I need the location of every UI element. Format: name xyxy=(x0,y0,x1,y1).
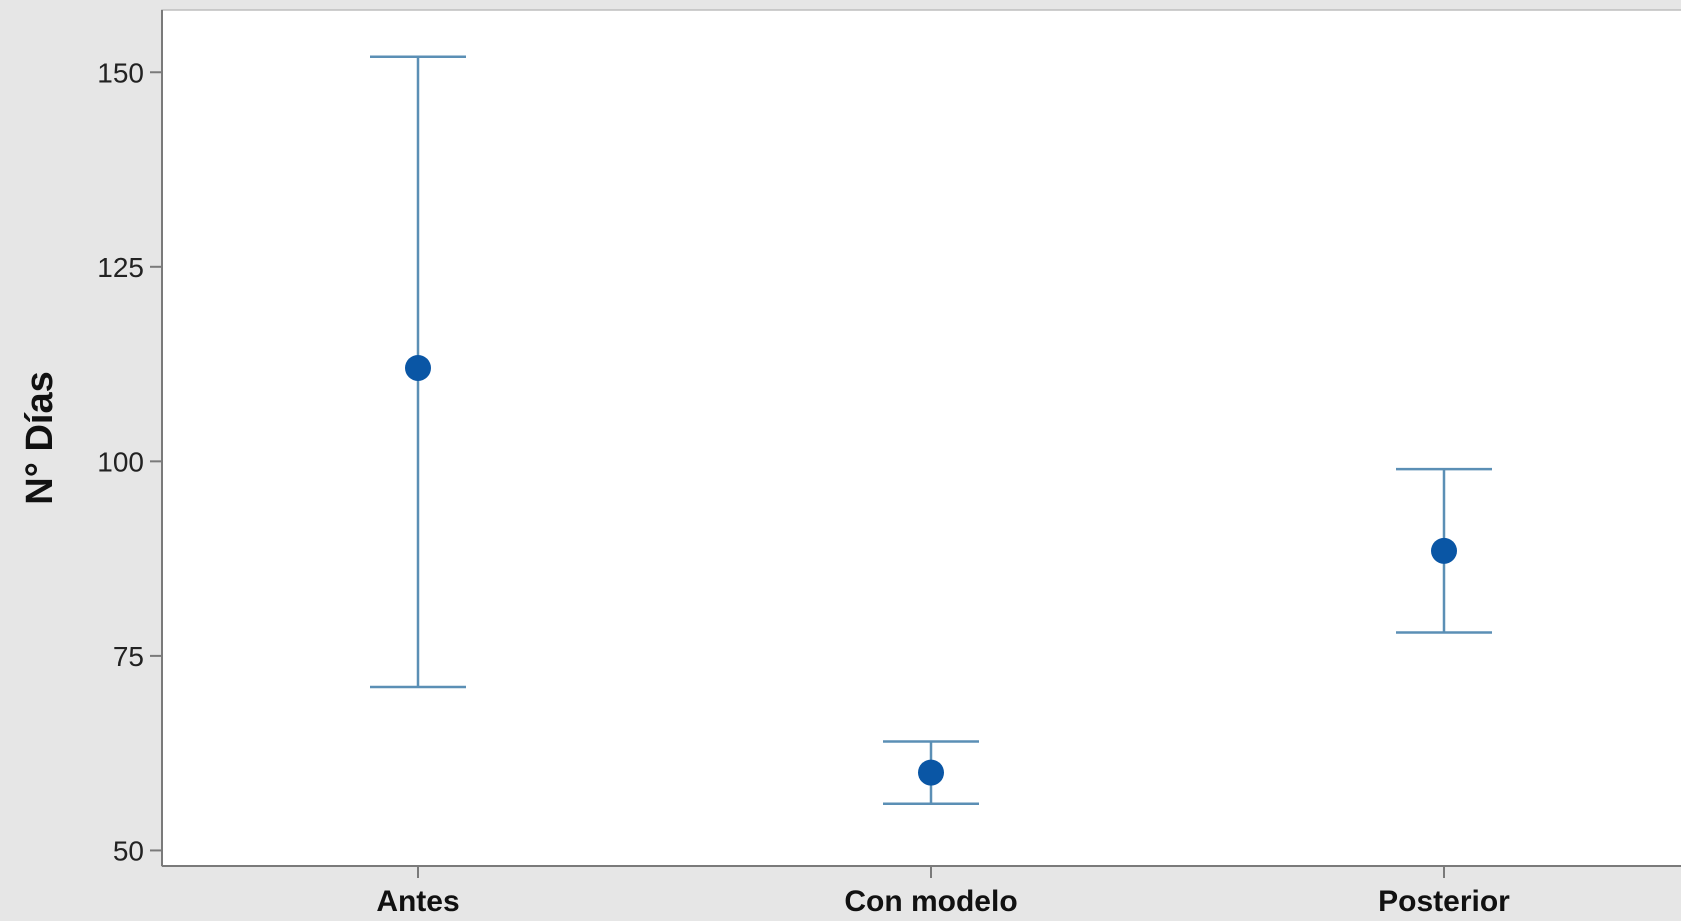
axes: 50 75 100 125 150 Antes Con modelo Posterior xyxy=(97,10,1681,918)
interval-antes xyxy=(370,55,466,689)
y-tick-label: 100 xyxy=(97,446,144,477)
interval-con-modelo xyxy=(883,740,979,805)
y-tick-label: 150 xyxy=(97,57,144,88)
y-tick-label: 50 xyxy=(113,835,144,866)
x-tick-label: Posterior xyxy=(1378,885,1510,918)
mean-point xyxy=(1431,537,1457,564)
mean-point xyxy=(918,759,944,786)
interval-posterior xyxy=(1396,467,1492,634)
mean-point xyxy=(405,354,431,381)
x-tick-label: Con modelo xyxy=(844,885,1017,918)
x-tick-label: Antes xyxy=(376,885,459,918)
y-tick-label: 75 xyxy=(113,641,144,672)
plot-area xyxy=(161,9,1681,867)
y-tick-label: 125 xyxy=(97,252,144,283)
y-axis-title: N° Días xyxy=(19,371,61,504)
interval-series xyxy=(370,55,1492,805)
